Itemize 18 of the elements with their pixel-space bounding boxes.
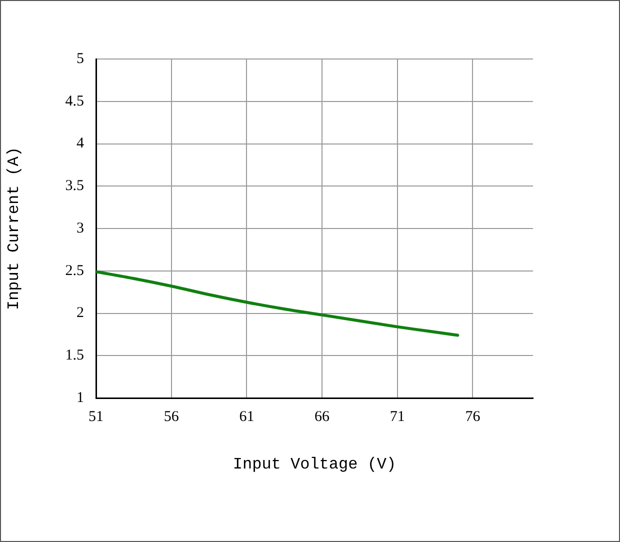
line-series bbox=[96, 270, 460, 337]
y-tick-label: 4.5 bbox=[65, 93, 84, 110]
y-tick-label: 3 bbox=[76, 220, 84, 236]
y-tick-label: 3.5 bbox=[65, 178, 84, 194]
x-tick-label: 51 bbox=[88, 408, 104, 425]
y-axis-title: Input Current (A) bbox=[4, 146, 23, 310]
x-tick-label: 76 bbox=[465, 408, 481, 425]
x-tick-label: 71 bbox=[390, 408, 405, 425]
y-tick-label: 1.5 bbox=[65, 348, 84, 364]
y-tick-label: 1 bbox=[76, 390, 84, 406]
y-tick-label: 4 bbox=[76, 136, 84, 152]
y-tick-label: 5 bbox=[76, 50, 84, 67]
x-tick-label: 56 bbox=[164, 408, 180, 425]
x-axis-title: Input Voltage (V) bbox=[232, 456, 396, 474]
y-tick-label: 2 bbox=[76, 305, 84, 322]
y-tick-label: 2.5 bbox=[65, 262, 84, 279]
x-tick-label: 61 bbox=[239, 408, 254, 425]
x-tick-label: 66 bbox=[314, 408, 330, 425]
